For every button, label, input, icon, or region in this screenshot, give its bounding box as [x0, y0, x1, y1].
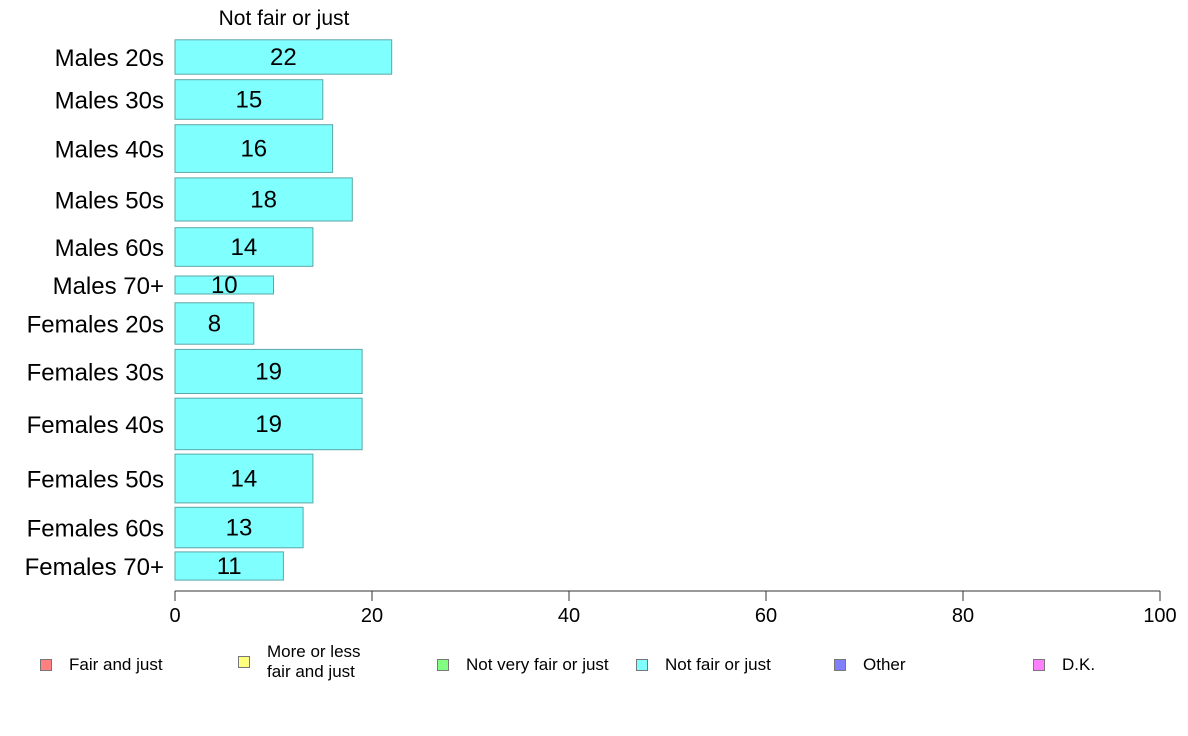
legend-swatch: [1033, 659, 1045, 671]
bar-females-60s: [174, 506, 304, 549]
bar-males-30s: [174, 79, 324, 120]
category-label-females-70: Females 70+: [25, 554, 164, 581]
legend-swatch: [40, 659, 52, 671]
legend-item-not-fair: Not fair or just: [636, 655, 771, 675]
chart-title: Not fair or just: [219, 7, 350, 30]
bar-males-20s: [174, 39, 393, 75]
bar-females-50s: [174, 453, 314, 504]
bar-females-70: [174, 551, 284, 581]
category-label-males-50s: Males 50s: [55, 188, 164, 215]
legend-item-not-very-fair: Not very fair or just: [437, 655, 609, 675]
legend-label: Other: [863, 655, 906, 674]
category-label-females-40s: Females 40s: [27, 412, 164, 439]
category-label-females-20s: Females 20s: [27, 312, 164, 339]
x-tick-label-40: 40: [558, 605, 580, 627]
data-label-males-20s: 22: [270, 44, 297, 71]
legend-label: Not very fair or just: [466, 655, 609, 674]
legend-label: D.K.: [1062, 655, 1096, 674]
data-label-males-50s: 18: [250, 187, 277, 214]
bar-chart: Not fair or just 22 Males 20s 15 Males 30s 1…: [25, 7, 1177, 627]
category-label-females-60s: Females 60s: [27, 516, 164, 543]
bar-males-50s: [174, 177, 353, 222]
bar-females-40s: [174, 397, 363, 451]
x-axis: 0 20 40 60 80 100: [169, 590, 1177, 627]
legend-label: Fair and just: [69, 655, 163, 674]
category-label-males-60s: Males 60s: [55, 235, 164, 262]
category-label-females-50s: Females 50s: [27, 467, 164, 494]
legend-swatch: [636, 659, 648, 671]
legend: Fair and just More or less fair and just…: [0, 642, 1188, 692]
category-label-males-30s: Males 30s: [55, 88, 164, 115]
x-tick-label-20: 20: [361, 605, 383, 627]
data-label-males-30s: 15: [236, 87, 263, 114]
data-label-males-60s: 14: [231, 234, 258, 261]
data-label-females-30s: 19: [255, 359, 282, 386]
legend-swatch: [238, 656, 250, 668]
bar-females-30s: [174, 348, 363, 394]
legend-item-more-or-less: More or less fair and just: [238, 642, 387, 682]
data-label-females-60s: 13: [226, 515, 253, 542]
legend-item-dk: D.K.: [1033, 655, 1095, 675]
data-label-females-40s: 19: [255, 411, 282, 438]
bar-males-70: [174, 275, 274, 295]
data-label-males-40s: 16: [240, 136, 267, 163]
data-label-females-70: 11: [217, 553, 242, 580]
bar-females-20s: [174, 302, 255, 345]
category-label-males-70: Males 70+: [53, 273, 164, 300]
bars-group: 22 Males 20s 15 Males 30s 16 Males 40s 18 Males…: [25, 39, 393, 581]
bar-males-60s: [174, 227, 314, 267]
legend-item-fair-and-just: Fair and just: [40, 655, 163, 675]
legend-label: Not fair or just: [665, 655, 771, 674]
data-label-males-70: 10: [211, 272, 238, 299]
legend-swatch: [834, 659, 846, 671]
legend-label: More or less fair and just: [267, 642, 361, 681]
legend-item-other: Other: [834, 655, 906, 675]
category-label-males-20s: Males 20s: [55, 45, 164, 72]
category-label-females-30s: Females 30s: [27, 360, 164, 387]
bar-males-40s: [174, 124, 334, 173]
x-tick-label-80: 80: [952, 605, 974, 627]
x-tick-label-0: 0: [169, 605, 180, 627]
data-label-females-50s: 14: [231, 466, 258, 493]
x-tick-label-100: 100: [1143, 605, 1176, 627]
legend-swatch: [437, 659, 449, 671]
x-tick-label-60: 60: [755, 605, 777, 627]
category-label-males-40s: Males 40s: [55, 137, 164, 164]
data-label-females-20s: 8: [208, 311, 221, 338]
